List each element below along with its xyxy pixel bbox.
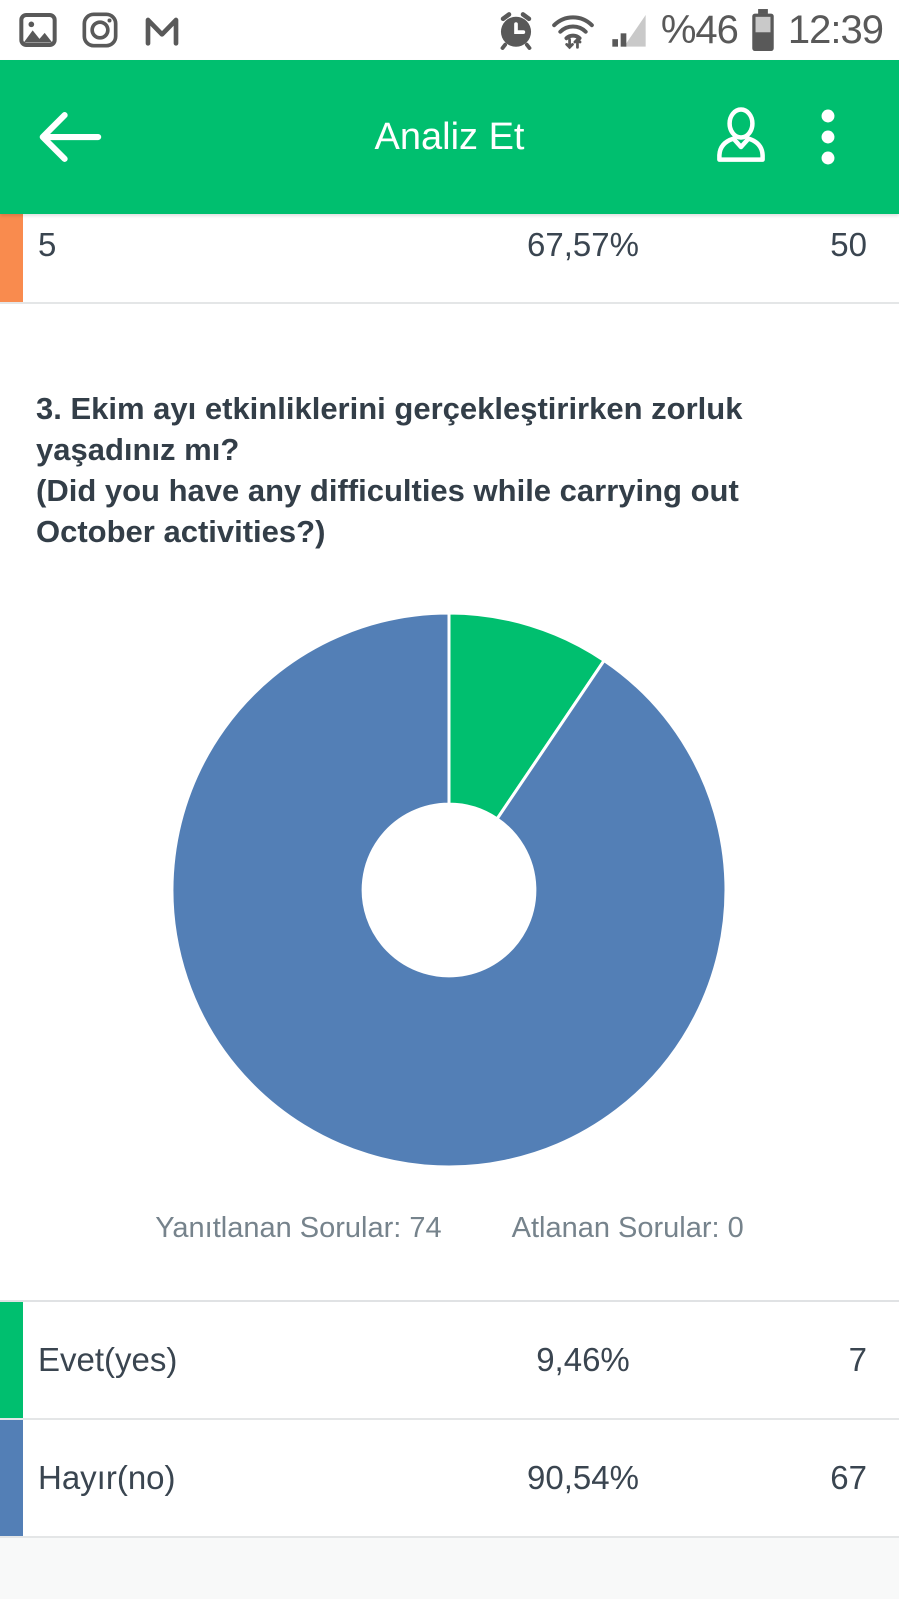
status-bar: %46 12:39 <box>0 0 899 60</box>
notification-icons <box>18 10 182 50</box>
answer-count: 50 <box>830 226 867 263</box>
donut-slice-hay-r-no-[interactable] <box>170 611 728 1169</box>
page-background <box>0 1538 899 1599</box>
gmail-notification-icon <box>145 17 179 46</box>
skipped-questions-stat: Atlanan Sorular: 0 <box>511 1211 744 1244</box>
system-status-icons: %46 12:39 <box>495 0 884 60</box>
back-arrow-icon[interactable] <box>34 106 104 168</box>
donut-chart-svg <box>170 611 728 1169</box>
row-accent-bar <box>0 214 23 302</box>
answer-label: 5 <box>38 226 57 263</box>
table-row-previous-question[interactable]: 5 67,57% 50 <box>0 214 899 304</box>
question-text-english: (Did you have any difficulties while car… <box>36 473 739 549</box>
answer-count: 67 <box>830 1459 867 1496</box>
row-accent-bar <box>0 1302 23 1418</box>
answered-questions-stat: Yanıtlanan Sorular: 74 <box>155 1211 442 1244</box>
answer-percent: 9,46% <box>536 1341 630 1378</box>
question-text: 3. Ekim ayı etkinliklerini gerçekleştiri… <box>36 388 841 552</box>
answer-count: 7 <box>848 1341 867 1378</box>
question-text-turkish: 3. Ekim ayı etkinliklerini gerçekleştiri… <box>36 391 743 467</box>
donut-slice-evet-yes-[interactable] <box>447 611 606 821</box>
answer-label: Hayır(no) <box>38 1459 176 1496</box>
overflow-menu-icon[interactable] <box>821 106 835 168</box>
row-accent-bar <box>0 1420 23 1536</box>
answer-percent: 90,54% <box>527 1459 639 1496</box>
question-stats: Yanıtlanan Sorular: 74 Atlanan Sorular: … <box>0 1208 899 1248</box>
respondent-contact-icon[interactable] <box>711 106 771 168</box>
donut-chart[interactable] <box>169 610 729 1170</box>
alarm-icon <box>500 12 532 50</box>
answer-percent: 67,57% <box>527 226 639 263</box>
table-row-yes[interactable]: Evet(yes) 9,46% 7 <box>0 1302 899 1420</box>
instagram-notification-icon <box>82 12 118 48</box>
table-row-no[interactable]: Hayır(no) 90,54% 67 <box>0 1420 899 1538</box>
section-divider <box>0 1300 899 1302</box>
battery-icon <box>752 9 774 51</box>
app-bar: Analiz Et <box>0 60 899 214</box>
gallery-notification-icon <box>19 13 57 47</box>
clock-text: 12:39 <box>787 8 884 52</box>
battery-percent-text: %46 <box>660 8 739 52</box>
signal-strength-icon <box>612 15 646 47</box>
wifi-icon <box>551 15 594 50</box>
answer-label: Evet(yes) <box>38 1341 178 1378</box>
